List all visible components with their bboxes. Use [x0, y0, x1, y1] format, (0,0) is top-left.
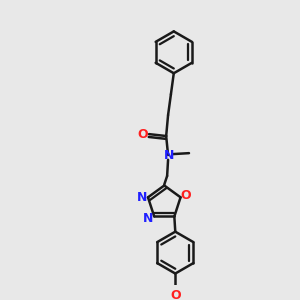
Text: N: N — [164, 148, 174, 161]
Text: N: N — [143, 212, 154, 225]
Text: N: N — [137, 191, 148, 204]
Text: O: O — [170, 289, 181, 300]
Text: O: O — [137, 128, 148, 141]
Text: O: O — [180, 189, 190, 202]
